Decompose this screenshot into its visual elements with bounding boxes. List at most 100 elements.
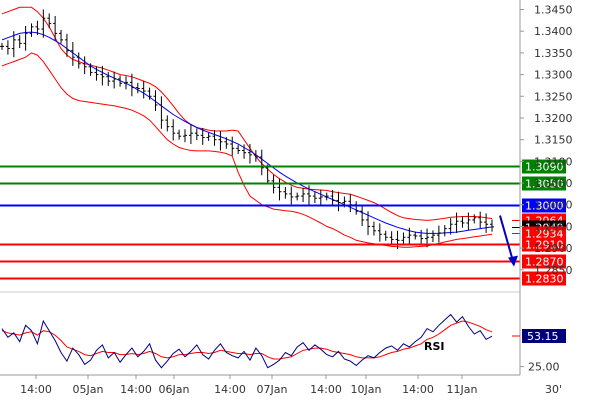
time-tick-label: 10Jan xyxy=(351,383,382,396)
projection-arrow xyxy=(499,215,518,267)
price-bar xyxy=(123,76,128,90)
price-tick-label: 1.3400 xyxy=(534,25,573,38)
price-bar xyxy=(490,219,494,232)
time-tick-label: 07Jan xyxy=(257,383,288,396)
price-bar xyxy=(53,16,58,41)
price-bar xyxy=(212,130,217,146)
price-bar xyxy=(100,65,105,86)
value-badge xyxy=(522,226,566,241)
price-axis: 1.3450 1.3400 1.3350 1.3300 1.3250 1.3200 1.31… xyxy=(520,4,573,277)
price-bar xyxy=(224,137,229,149)
price-bar xyxy=(448,218,453,235)
price-bar xyxy=(35,20,40,36)
level-badge xyxy=(522,271,566,286)
moving-average-line xyxy=(1,31,493,234)
price-bar xyxy=(88,63,93,76)
price-tick-label: 1.3200 xyxy=(534,112,573,125)
rsi-value-badge xyxy=(522,329,566,344)
price-bar xyxy=(242,144,247,159)
price-bar xyxy=(247,144,252,164)
timeframe-label: 30' xyxy=(545,383,562,396)
rsi-lines xyxy=(1,313,493,369)
price-bar xyxy=(165,115,170,132)
bollinger-lower-line xyxy=(1,52,493,248)
rsi-axis: 25.00 53.15 xyxy=(512,329,566,374)
price-tick-label: 1.2900 xyxy=(534,242,573,255)
price-bar xyxy=(436,225,441,243)
price-bar xyxy=(312,191,317,204)
price-bar xyxy=(289,186,294,205)
price-bar xyxy=(407,227,412,245)
price-tick-label: 1.3100 xyxy=(534,155,573,168)
price-bar xyxy=(383,230,388,241)
price-tick-label: 1.2850 xyxy=(534,264,573,277)
price-bar xyxy=(230,136,235,156)
time-tick-label: 14:00 xyxy=(310,383,342,396)
level-badge xyxy=(522,176,566,191)
price-bar xyxy=(70,42,75,66)
time-tick-label: 14:00 xyxy=(214,383,246,396)
price-bar xyxy=(336,191,341,212)
price-bar xyxy=(377,223,382,242)
price-bar xyxy=(442,225,447,237)
price-bar xyxy=(466,212,471,231)
price-bar xyxy=(301,187,306,203)
price-bar xyxy=(366,211,371,236)
price-bar xyxy=(413,231,418,240)
price-bar xyxy=(330,189,335,207)
level-label: 1.3050 xyxy=(525,178,564,191)
price-bar xyxy=(236,144,241,154)
price-bar xyxy=(389,231,394,246)
price-bar xyxy=(484,213,489,233)
price-bar xyxy=(141,81,146,99)
price-bar xyxy=(47,13,52,29)
time-tick-label: 14:00 xyxy=(402,383,434,396)
price-bar xyxy=(11,31,16,58)
price-bar xyxy=(5,40,10,55)
price-bar xyxy=(454,212,459,233)
time-tick-label: 14:00 xyxy=(20,383,52,396)
price-bar xyxy=(41,9,46,38)
price-bar xyxy=(118,75,123,87)
level-label: 1.3090 xyxy=(525,161,564,174)
price-bar xyxy=(277,178,282,201)
time-tick-label: 14:00 xyxy=(120,383,152,396)
level-badge xyxy=(522,237,566,252)
price-bar xyxy=(253,150,258,162)
price-bar xyxy=(472,214,477,224)
price-bar xyxy=(177,129,182,140)
rsi-tick-label: 25.00 xyxy=(528,361,560,374)
price-tick-label: 1.2950 xyxy=(534,220,573,233)
price-bar xyxy=(218,130,223,151)
price-bar xyxy=(206,132,211,141)
level-label: 1.2910 xyxy=(525,239,564,252)
price-bar xyxy=(183,129,188,143)
price-bar xyxy=(360,205,365,226)
price-tick-label: 1.3000 xyxy=(534,199,573,212)
time-tick-label: 11Jan xyxy=(447,383,478,396)
price-bar xyxy=(159,96,164,129)
level-badge xyxy=(522,198,566,213)
price-bar xyxy=(82,56,87,75)
price-bar xyxy=(478,211,483,229)
price-bar xyxy=(23,25,28,51)
price-bar xyxy=(129,73,134,97)
price-bar xyxy=(324,192,329,201)
price-bar xyxy=(283,186,288,199)
price-bar xyxy=(395,230,400,249)
price-bar xyxy=(29,23,34,37)
price-bar xyxy=(94,66,99,81)
price-bar xyxy=(64,33,69,57)
price-bar xyxy=(259,149,264,176)
projection-arrow-shaft xyxy=(499,215,515,265)
rsi-line xyxy=(1,313,493,369)
price-bar xyxy=(153,90,158,112)
level-label: 1.2870 xyxy=(525,256,564,269)
price-bar xyxy=(295,192,300,201)
level-badge xyxy=(522,159,566,174)
projection-arrow-head xyxy=(508,255,518,267)
price-bar xyxy=(135,82,140,94)
price-tick-label: 1.3450 xyxy=(534,4,573,17)
price-tick-label: 1.3050 xyxy=(534,177,573,190)
